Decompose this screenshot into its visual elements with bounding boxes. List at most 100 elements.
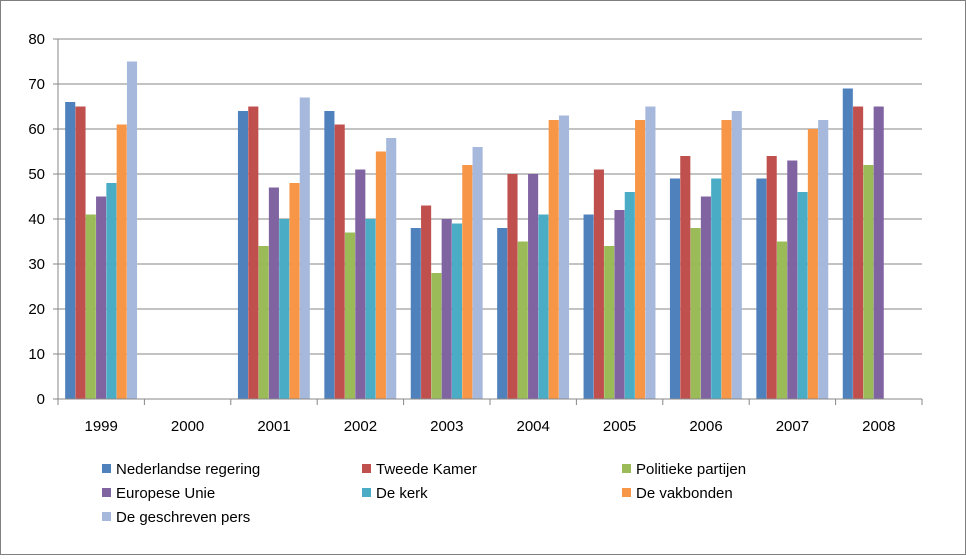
bar	[126, 61, 138, 399]
gridlines	[58, 38, 922, 355]
legend-swatch	[102, 512, 111, 521]
x-axis-ticks: 1999 2000 2001 2002 2003 2004 2005 2006 2007 2008	[57, 399, 923, 435]
bar	[289, 183, 300, 399]
bar	[787, 160, 798, 399]
bar	[624, 192, 635, 399]
bar	[106, 183, 117, 399]
bar	[334, 124, 345, 399]
bar	[462, 165, 473, 399]
bar	[873, 106, 884, 399]
bar	[711, 178, 722, 399]
legend-label: Politieke partijen	[636, 461, 746, 478]
legend-label: Tweede Kamer	[376, 461, 477, 478]
x-tick-label: 2007	[776, 418, 809, 435]
x-tick-label: 2005	[603, 418, 636, 435]
bar	[268, 187, 279, 399]
legend-label: De vakbonden	[636, 485, 733, 502]
y-tick-label: 0	[37, 391, 45, 408]
x-tick-label: 2001	[257, 418, 290, 435]
bar	[680, 156, 691, 399]
bar	[237, 111, 249, 399]
bar	[96, 196, 107, 399]
y-tick-label: 10	[28, 346, 45, 363]
x-tick-label: 1999	[85, 418, 118, 435]
legend-swatch	[102, 488, 111, 497]
bar	[818, 120, 829, 399]
legend-swatch	[622, 464, 631, 473]
bar	[507, 174, 518, 399]
bar	[299, 97, 310, 399]
bar	[842, 88, 853, 399]
bar	[690, 228, 701, 399]
bar	[431, 273, 442, 399]
bars	[65, 61, 884, 399]
bar	[85, 214, 96, 399]
bar	[807, 129, 818, 399]
bar	[766, 156, 777, 399]
bar	[731, 111, 742, 399]
bar	[635, 120, 646, 399]
x-tick-label: 2006	[689, 418, 722, 435]
y-tick-label: 20	[28, 301, 45, 318]
bar	[604, 246, 615, 399]
legend: Nederlandse regering Tweede Kamer Politiek…	[102, 461, 746, 526]
bar	[776, 241, 788, 399]
x-tick-label: 2003	[430, 418, 463, 435]
bar	[583, 214, 594, 399]
y-axis-ticks: 0 10 20 30 40 50 60 70 80	[28, 31, 58, 408]
legend-label: De kerk	[376, 485, 428, 502]
bar	[279, 219, 290, 399]
bar	[65, 102, 76, 399]
bar	[756, 178, 767, 399]
bar	[324, 111, 335, 399]
y-tick-label: 40	[28, 211, 45, 228]
bar	[451, 223, 463, 399]
bar	[375, 151, 386, 399]
bar	[258, 246, 269, 399]
bar	[386, 138, 397, 399]
bar	[528, 174, 539, 399]
bar	[797, 192, 808, 399]
legend-label: Europese Unie	[116, 485, 215, 502]
bar	[548, 120, 559, 399]
y-tick-label: 60	[28, 121, 45, 138]
bar	[248, 106, 259, 399]
bar	[116, 124, 127, 399]
bar	[700, 196, 711, 399]
x-tick-label: 2004	[517, 418, 550, 435]
bar	[538, 214, 549, 399]
bar	[421, 205, 432, 399]
legend-swatch	[362, 488, 371, 497]
x-tick-label: 2000	[171, 418, 204, 435]
bar	[410, 228, 421, 399]
y-tick-label: 70	[28, 76, 45, 93]
legend-swatch	[622, 488, 631, 497]
bar	[355, 169, 366, 399]
legend-swatch	[362, 464, 371, 473]
bar	[863, 165, 874, 399]
bar	[645, 106, 656, 399]
x-tick-label: 2002	[344, 418, 377, 435]
bar	[472, 147, 483, 399]
bar	[669, 178, 681, 399]
y-tick-label: 30	[28, 256, 45, 273]
legend-label: De geschreven pers	[116, 509, 250, 526]
bar	[75, 106, 86, 399]
legend-label: Nederlandse regering	[116, 461, 260, 478]
y-tick-label: 80	[28, 31, 45, 48]
bar	[344, 232, 356, 399]
bar	[497, 228, 508, 399]
y-tick-label: 50	[28, 166, 45, 183]
legend-swatch	[102, 464, 111, 473]
bar	[365, 219, 376, 399]
bar	[853, 106, 864, 399]
bar	[593, 169, 604, 399]
x-tick-label: 2008	[862, 418, 895, 435]
bar	[558, 115, 570, 399]
bar	[721, 120, 732, 399]
bar	[614, 210, 625, 399]
bar	[517, 241, 528, 399]
bar	[441, 219, 452, 399]
